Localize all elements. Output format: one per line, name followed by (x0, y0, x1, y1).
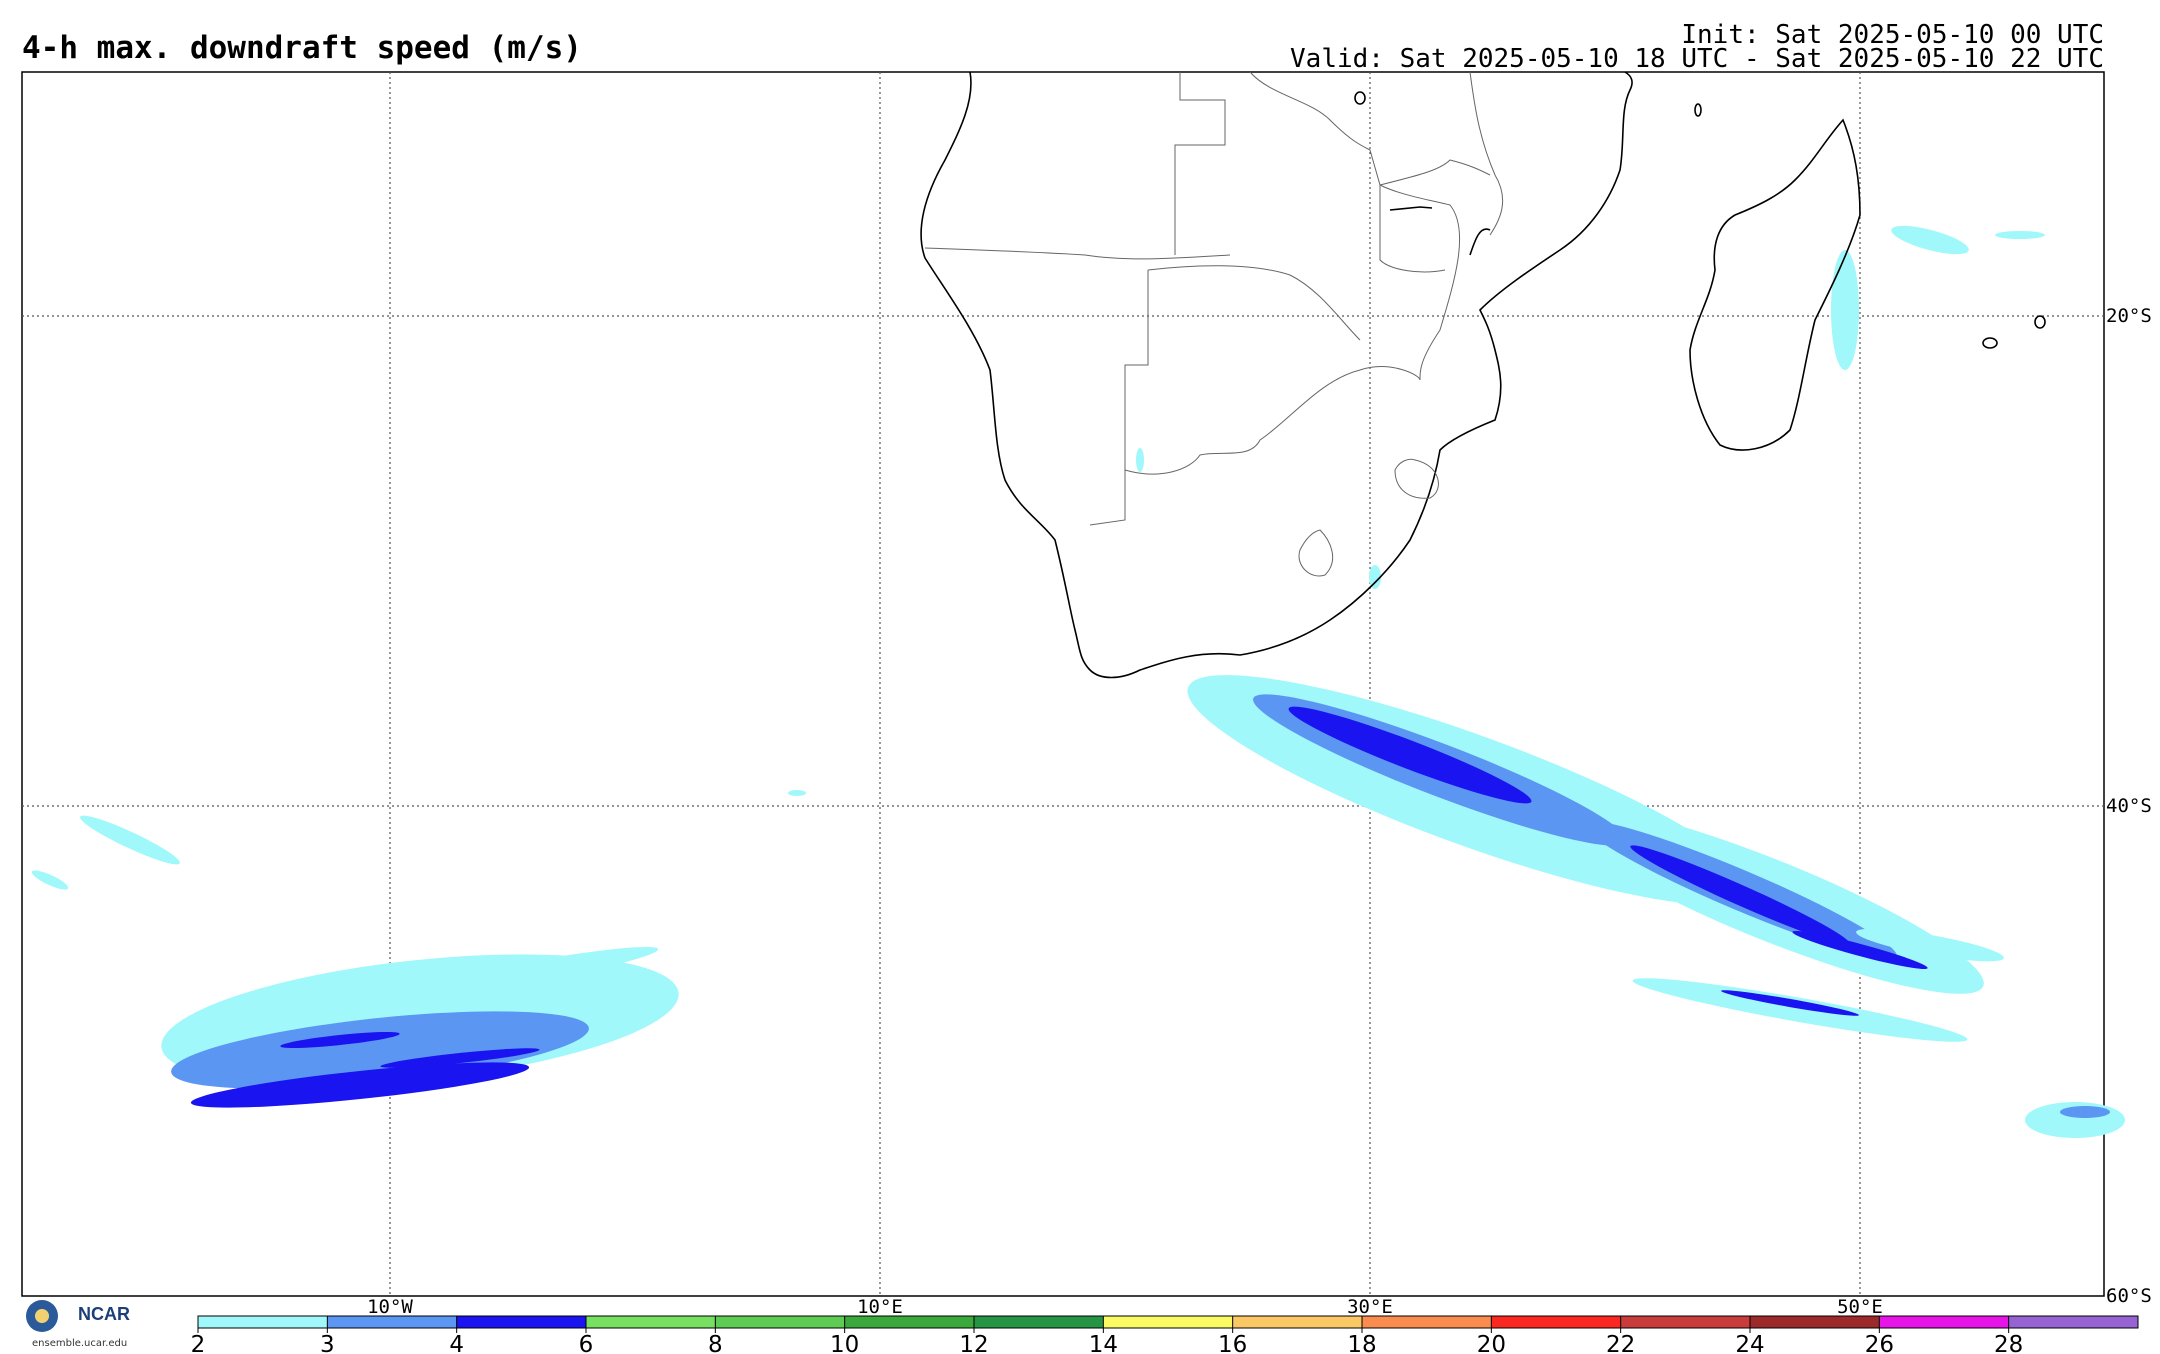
colorbar-swatch (1620, 1316, 1751, 1328)
colorbar-tick-label: 12 (959, 1332, 988, 1354)
colorbar-tick-label: 20 (1477, 1332, 1506, 1354)
nsf-seal-icon (26, 1300, 58, 1332)
map-frame (21, 71, 2105, 1297)
colorbar-tick-label: 18 (1347, 1332, 1376, 1354)
colorbar-swatch (1103, 1316, 1234, 1328)
colorbar-tick-label: 3 (320, 1332, 335, 1354)
colorbar-swatch (844, 1316, 975, 1328)
colorbar-tick-label: 2 (191, 1332, 206, 1354)
colorbar-swatch (1750, 1316, 1880, 1328)
colorbar-tick-label: 10 (830, 1332, 859, 1354)
colorbar-swatch (715, 1316, 846, 1328)
colorbar-swatch (2008, 1316, 2139, 1328)
ncar-wordmark: NCAR (78, 1304, 130, 1324)
lon-label-10e: 10°E (857, 1296, 903, 1318)
colorbar-swatch (974, 1316, 1104, 1328)
colorbar-tick-label: 6 (579, 1332, 594, 1354)
colorbar-swatch (327, 1316, 458, 1328)
lon-label-50e: 50°E (1837, 1296, 1883, 1318)
colorbar-tick-label: 24 (1735, 1332, 1764, 1354)
colorbar-swatch (1491, 1316, 1622, 1328)
valid-time: Valid: Sat 2025-05-10 18 UTC - Sat 2025-… (1290, 44, 2104, 74)
colorbar-tick-label: 14 (1089, 1332, 1118, 1354)
country-borders (924, 71, 1504, 577)
colorbar-swatch (1879, 1316, 2010, 1328)
lat-label-60s: 60°S (2106, 1285, 2152, 1307)
colorbar-tick-label: 26 (1865, 1332, 1894, 1354)
downdraft-field (31, 225, 2125, 1138)
colorbar-tick-label: 22 (1606, 1332, 1635, 1354)
lon-label-10w: 10°W (367, 1296, 413, 1318)
lakes (1389, 206, 1491, 256)
lon-label-30e: 30°E (1347, 1296, 1393, 1318)
init-time: Init: Sat 2025-05-10 00 UTC (1681, 20, 2104, 50)
ncar-logo: NCAR ensemble.ucar.edu (22, 1298, 162, 1354)
colorbar: 2 3 4 6 8 10 12 14 16 18 20 22 24 26 28 (191, 1315, 2139, 1354)
colorbar-swatch (1232, 1316, 1363, 1328)
colorbar-tick-label: 16 (1218, 1332, 1247, 1354)
colorbar-swatch (456, 1316, 587, 1328)
logo-url: ensemble.ucar.edu (32, 1338, 128, 1349)
colorbar-swatch (586, 1316, 716, 1328)
graticule (22, 72, 2104, 1296)
colorbar-swatch (1362, 1316, 1492, 1328)
lat-label-40s: 40°S (2106, 795, 2152, 817)
coastlines (920, 71, 2046, 679)
lat-label-20s: 20°S (2106, 305, 2152, 327)
colorbar-tick-label: 4 (449, 1332, 464, 1354)
chart-title: 4-h max. downdraft speed (m/s) (22, 30, 582, 66)
colorbar-tick-label: 28 (1994, 1332, 2023, 1354)
colorbar-tick-label: 8 (708, 1332, 723, 1354)
colorbar-swatch (198, 1316, 328, 1328)
